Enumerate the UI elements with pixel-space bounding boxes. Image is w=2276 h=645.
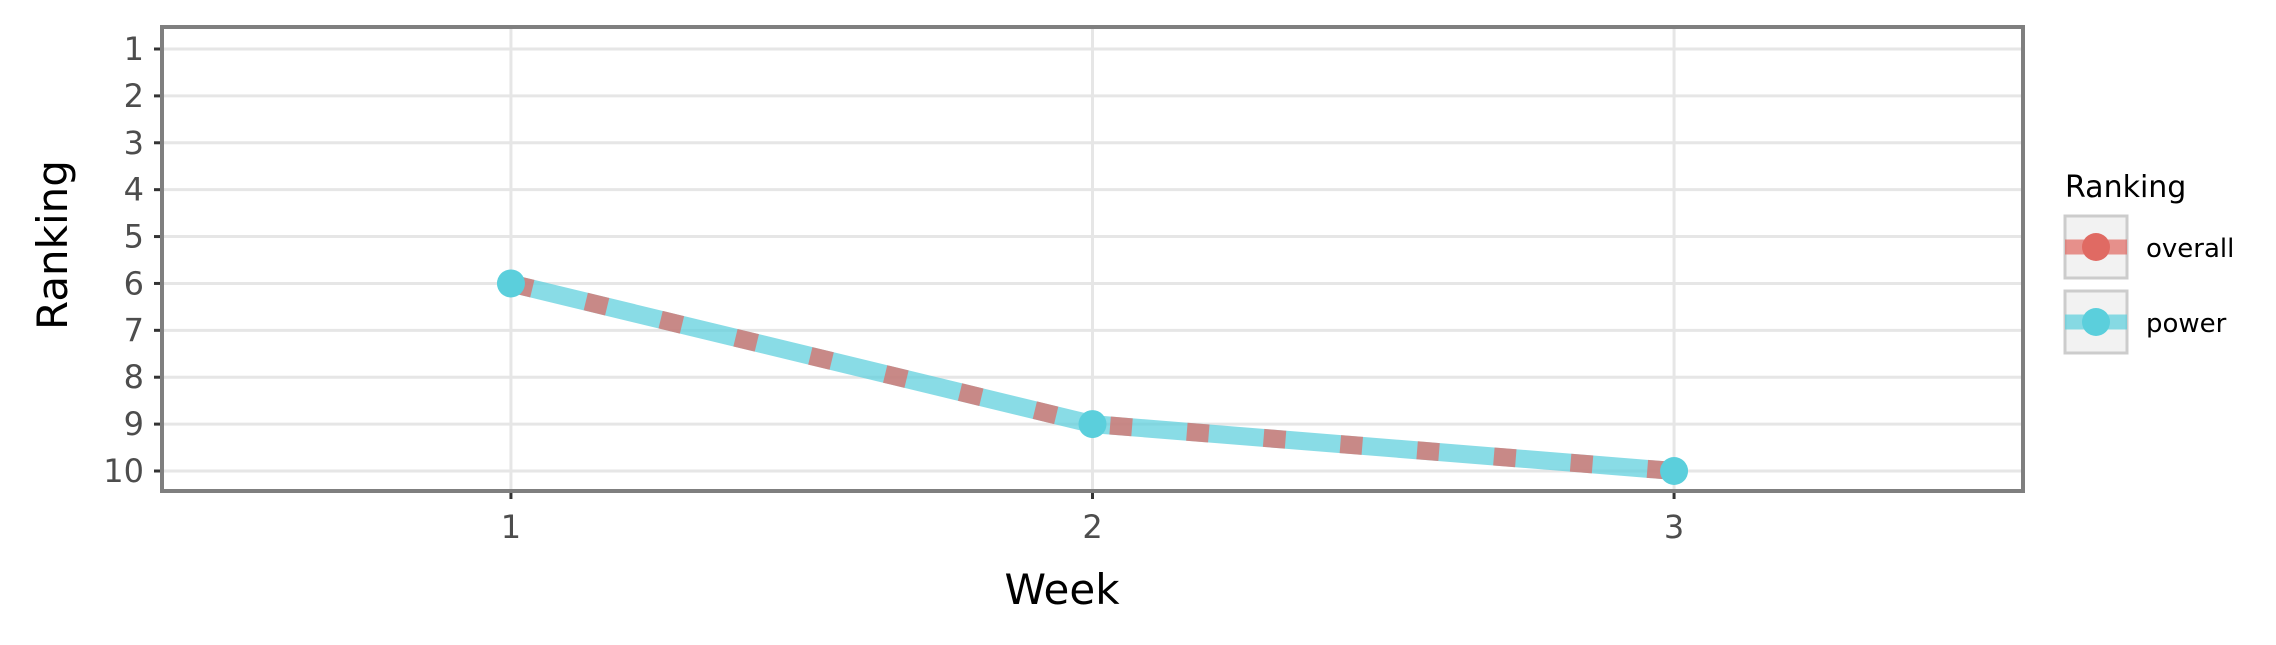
legend-key-point-power [2082, 308, 2110, 336]
y-tick-label-6: 6 [124, 264, 144, 302]
y-tick-label-10: 10 [103, 452, 144, 490]
x-axis-title: Week [1004, 565, 1120, 614]
y-tick-label-3: 3 [124, 124, 144, 162]
y-tick-label-5: 5 [124, 218, 144, 256]
legend-label-power: power [2146, 309, 2227, 339]
x-tick-label-1: 1 [501, 508, 521, 546]
y-tick-label-7: 7 [124, 311, 144, 349]
legend: Ranking overall power [2063, 170, 2234, 355]
y-tick-label-4: 4 [124, 171, 144, 209]
grid-lines [162, 27, 2023, 491]
y-tick-label-2: 2 [124, 77, 144, 115]
y-tick-label-1: 1 [124, 30, 144, 68]
y-tick-label-9: 9 [124, 405, 144, 443]
legend-key-point-overall [2082, 233, 2110, 261]
y-tick-label-8: 8 [124, 358, 144, 396]
legend-label-overall: overall [2146, 234, 2234, 264]
x-tick-label-3: 3 [1664, 508, 1684, 546]
series-points [496, 269, 1689, 485]
legend-title: Ranking [2065, 170, 2186, 205]
x-tick-label-2: 2 [1082, 508, 1102, 546]
y-axis-title: Ranking [28, 160, 77, 330]
plot-border [160, 25, 2025, 493]
point-power-1 [496, 269, 525, 298]
axes: 1 2 3 4 5 6 7 8 9 10 1 2 3 [103, 25, 2025, 546]
point-power-3 [1660, 457, 1689, 485]
legend-items: overall power [2063, 214, 2234, 355]
point-power-2 [1078, 410, 1107, 439]
